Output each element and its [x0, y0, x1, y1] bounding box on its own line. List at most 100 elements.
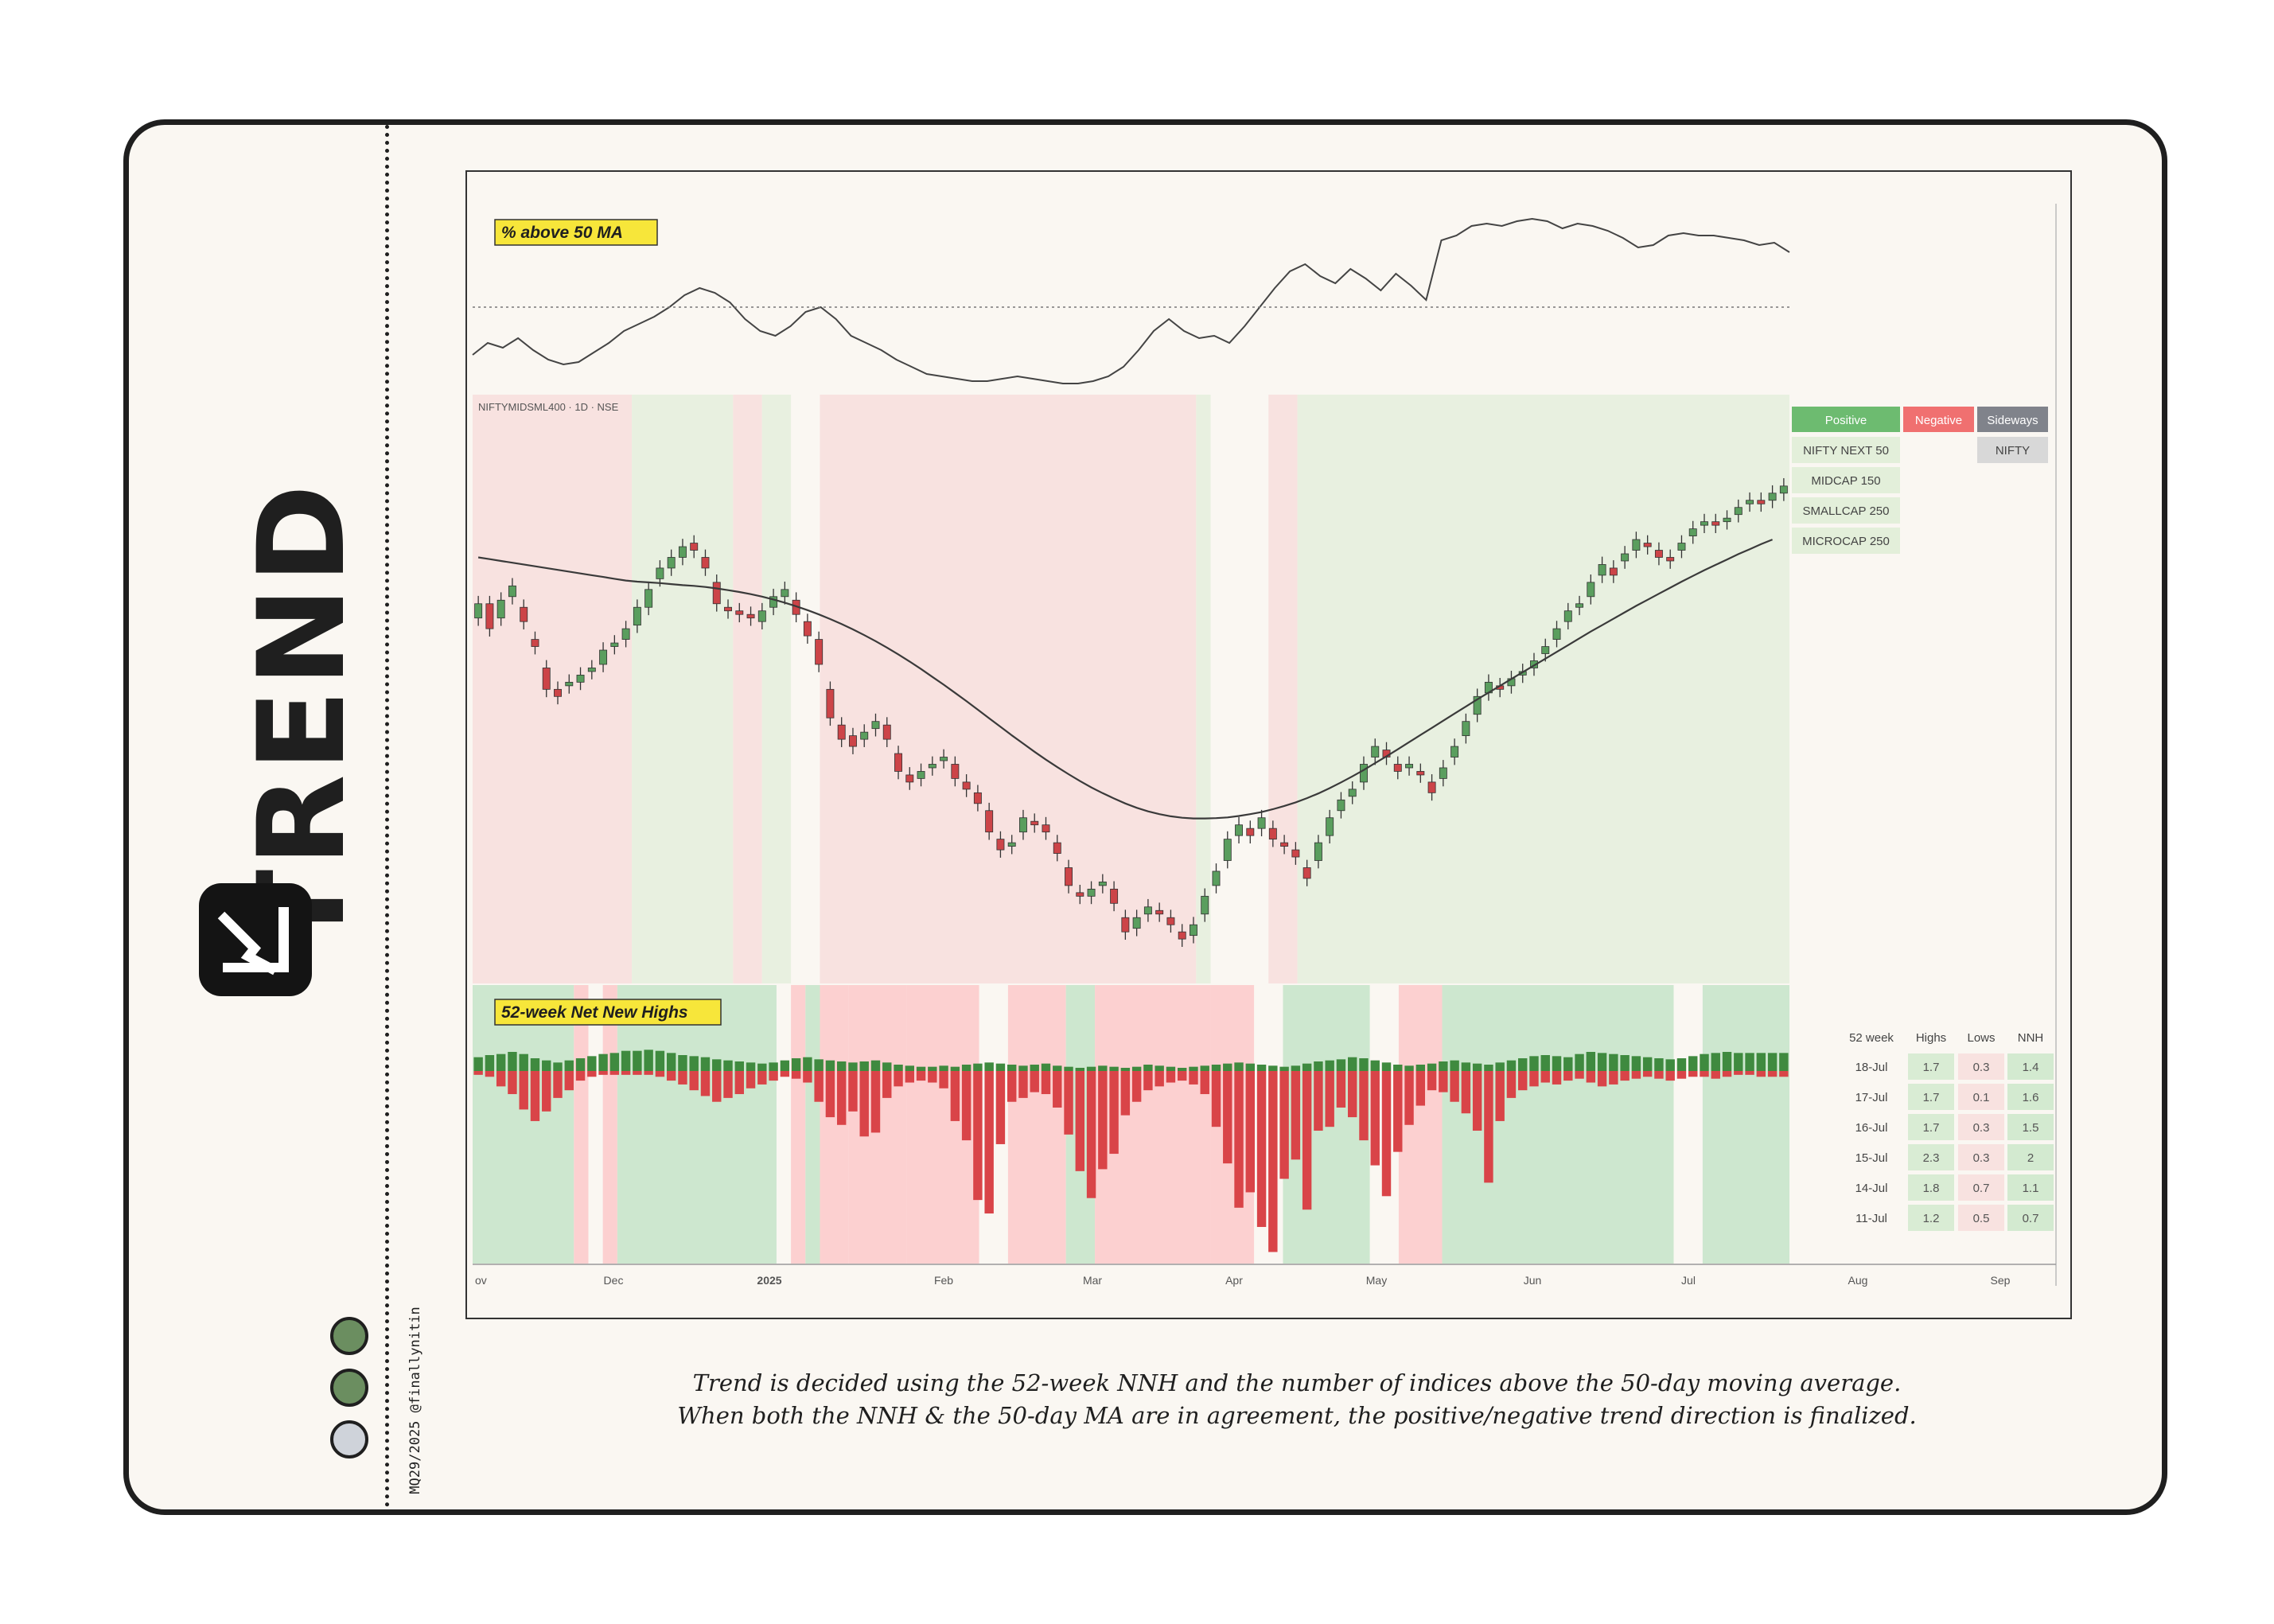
legend-positive-cell — [1792, 437, 1900, 463]
nnh-high-bar — [928, 1066, 937, 1071]
legend-positive-item: MICROCAP 250 — [1802, 535, 1890, 548]
candle-body — [1143, 906, 1152, 915]
nnh-high-bar — [564, 1060, 574, 1071]
candle-body — [996, 839, 1005, 851]
candle-body — [1462, 721, 1470, 737]
nnh-low-bar — [1439, 1071, 1448, 1092]
candle-body — [757, 610, 766, 622]
candle-body — [599, 649, 608, 665]
nnh-high-bar — [870, 1060, 881, 1071]
candle — [1360, 756, 1368, 790]
nnh-high-bar — [825, 1060, 835, 1071]
candle-body — [1291, 849, 1300, 858]
nnh-low-bar — [870, 1071, 881, 1133]
nnh-high-bar — [757, 1063, 767, 1071]
x-axis-label: Apr — [1225, 1274, 1243, 1287]
candle-body — [1405, 764, 1414, 769]
candle — [973, 785, 982, 812]
candle-body — [905, 774, 914, 783]
candle-body — [1530, 660, 1538, 668]
nnh-low-bar — [1200, 1071, 1209, 1095]
candle-body — [985, 810, 994, 833]
nnh-high-bar — [961, 1065, 972, 1071]
candle-body — [644, 589, 653, 608]
candle-body — [735, 610, 744, 615]
nnh-high-bar — [542, 1060, 551, 1071]
nnh-low-bar — [1086, 1071, 1096, 1198]
nnh-low-bar — [939, 1071, 948, 1089]
candle-body — [769, 596, 778, 608]
nnh-low-bar — [1245, 1071, 1256, 1193]
caption: Trend is decided using the 52-week NNH a… — [541, 1367, 2053, 1432]
nnh-low-bar — [1450, 1071, 1459, 1102]
nnh-low-bar — [1711, 1071, 1720, 1079]
nnh-high-bar — [609, 1053, 620, 1071]
nnh-high-bar — [1018, 1065, 1028, 1071]
nnh-high-bar — [689, 1056, 699, 1071]
candle — [678, 539, 687, 566]
nnh-high-bar — [1597, 1053, 1607, 1071]
nnh-low-bar — [1506, 1071, 1517, 1098]
candle-body — [1042, 824, 1050, 833]
legend-positive-item: SMALLCAP 250 — [1803, 504, 1890, 518]
nnh-table-cell-bg — [2007, 1114, 2054, 1140]
candle — [1212, 863, 1221, 894]
candle — [1053, 835, 1061, 862]
candle — [769, 588, 778, 616]
nnh-table-header: 52 week — [1849, 1031, 1894, 1045]
nnh-high-bar — [1665, 1059, 1675, 1071]
nnh-high-bar — [1336, 1059, 1346, 1071]
nnh-low-bar — [1302, 1071, 1312, 1210]
candle-body — [860, 731, 869, 740]
nnh-table-date: 14-Jul — [1855, 1182, 1888, 1195]
candle — [1439, 760, 1447, 787]
candle-body — [1121, 917, 1130, 933]
nnh-high-bar — [712, 1059, 722, 1071]
nnh-low-bar — [1415, 1071, 1426, 1106]
dotted-divider — [385, 125, 389, 1508]
nnh-low-bar — [485, 1071, 495, 1077]
nnh-low-bar — [1688, 1071, 1698, 1077]
candle — [1132, 909, 1141, 937]
candle — [520, 599, 528, 630]
nnh-high-bar — [1620, 1055, 1630, 1071]
ma-title: % above 50 MA — [501, 224, 623, 242]
candle — [882, 717, 891, 747]
candle — [848, 727, 857, 754]
side-title: TREND — [233, 481, 372, 952]
candle-body — [815, 639, 824, 665]
candle — [1268, 820, 1277, 847]
nnh-low-bar — [1609, 1071, 1618, 1085]
candle-body — [1654, 550, 1663, 558]
candle-body — [951, 764, 960, 779]
nnh-high-bar — [655, 1050, 665, 1071]
nnh-high-bar — [814, 1059, 824, 1071]
nnh-high-bar — [1143, 1065, 1153, 1071]
nnh-table-value: 1.4 — [2023, 1061, 2039, 1074]
x-axis-label: Jul — [1681, 1274, 1696, 1287]
nnh-high-bar — [1563, 1057, 1573, 1071]
candle-body — [1053, 842, 1061, 854]
nnh-low-bar — [1552, 1071, 1562, 1085]
nnh-high-bar — [905, 1065, 914, 1071]
x-axis-label: Dec — [604, 1274, 624, 1287]
legend-header: Sideways — [1987, 414, 2038, 427]
nnh-low-bar — [689, 1071, 699, 1091]
nnh-high-bar — [1734, 1053, 1743, 1071]
nnh-high-bar — [939, 1065, 948, 1071]
nnh-high-bar — [496, 1053, 506, 1071]
nnh-low-bar — [746, 1071, 756, 1089]
nnh-table-value: 0.7 — [2023, 1212, 2039, 1225]
x-axis-label: Mar — [1083, 1274, 1102, 1287]
nnh-region-negative — [602, 985, 617, 1264]
nnh-high-bar — [1314, 1061, 1323, 1071]
nnh-low-bar — [1779, 1071, 1789, 1077]
candle-body — [1280, 842, 1289, 847]
nnh-table-cell-bg — [1958, 1114, 2004, 1140]
nnh-low-bar — [1109, 1071, 1119, 1155]
nnh-low-bar — [1064, 1071, 1073, 1135]
candle-body — [656, 567, 664, 579]
candle — [871, 713, 880, 737]
nnh-low-bar — [1529, 1071, 1539, 1087]
candle-body — [1235, 824, 1244, 836]
